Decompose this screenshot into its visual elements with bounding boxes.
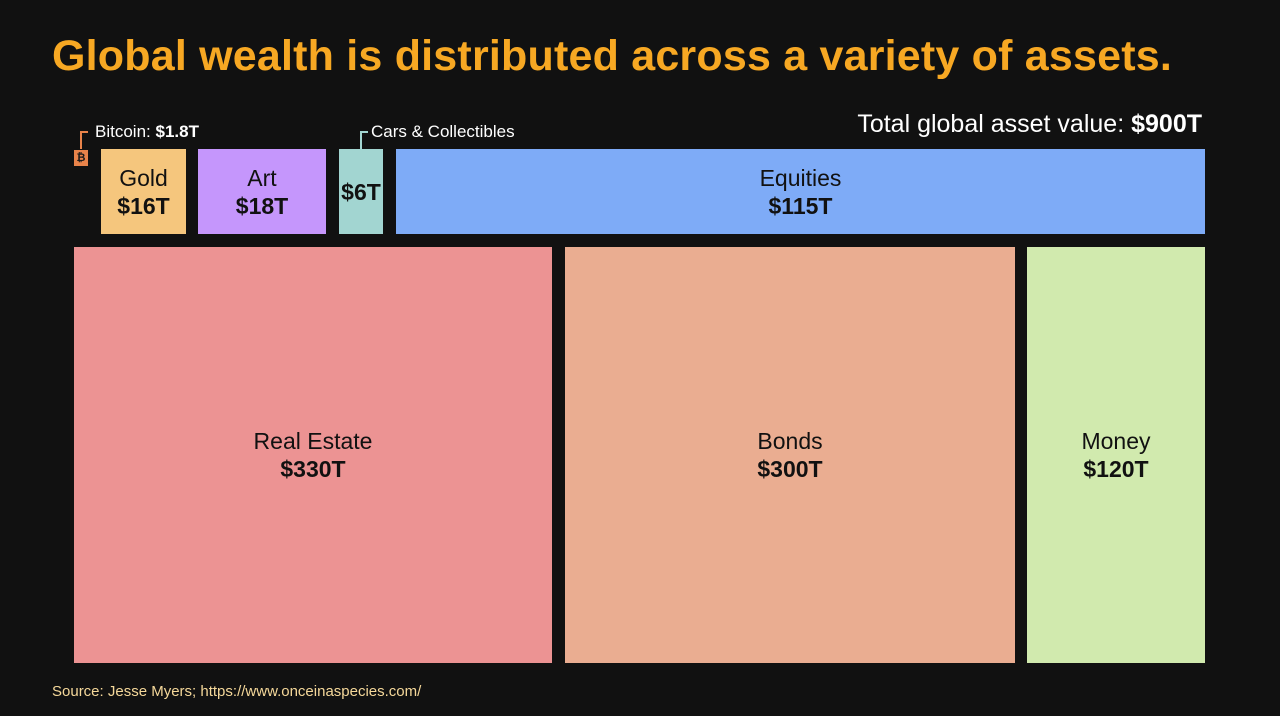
total-asset-value: Total global asset value: $900T	[857, 110, 1202, 139]
tile-cars-collectibles: $6T	[339, 149, 383, 234]
cars-callout: Cars & Collectibles	[371, 122, 515, 141]
tile-label: Gold	[119, 164, 168, 191]
tile-real-estate: Real Estate $330T	[74, 247, 552, 663]
chart-title: Global wealth is distributed across a va…	[52, 32, 1173, 80]
tile-value: $120T	[1083, 456, 1149, 482]
tile-gold: Gold $16T	[101, 149, 186, 234]
tile-label: Equities	[759, 164, 842, 191]
bitcoin-callout-prefix: Bitcoin:	[95, 122, 151, 141]
tile-value: $330T	[280, 456, 346, 482]
tile-art: Art $18T	[198, 149, 326, 234]
tile-label: Art	[247, 164, 277, 191]
bitcoin-bracket	[80, 131, 88, 149]
bitcoin-callout-value: $1.8T	[155, 122, 199, 141]
tile-value: $6T	[341, 178, 381, 205]
total-value: $900T	[1131, 110, 1202, 138]
tile-equities: Equities $115T	[396, 149, 1205, 234]
tile-money: Money $120T	[1027, 247, 1205, 663]
total-label: Total global asset value:	[857, 110, 1125, 138]
bitcoin-icon: ₿	[74, 150, 88, 166]
source-note: Source: Jesse Myers; https://www.onceina…	[52, 683, 422, 700]
tile-label: Bonds	[757, 428, 823, 454]
tile-value: $300T	[757, 456, 823, 482]
tile-label: Money	[1081, 428, 1151, 454]
tile-value: $18T	[235, 192, 289, 219]
tile-value: $115T	[768, 192, 833, 219]
tile-label: Real Estate	[253, 428, 373, 454]
tile-value: $16T	[117, 192, 170, 219]
bitcoin-callout: Bitcoin: $1.8T	[95, 122, 199, 142]
tile-bonds: Bonds $300T	[565, 247, 1015, 663]
cars-bracket	[360, 131, 368, 149]
